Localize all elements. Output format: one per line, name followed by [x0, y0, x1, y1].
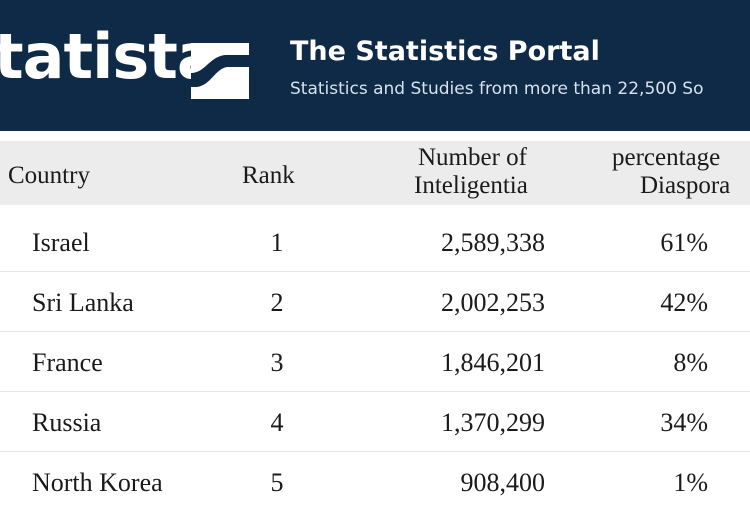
column-header-number-line2: Inteligentia	[414, 172, 528, 199]
cell-country: Israel	[32, 228, 90, 257]
statista-logo-text: tatista	[0, 20, 219, 93]
column-header-rank: Rank	[242, 162, 295, 189]
cell-country: Sri Lanka	[32, 288, 134, 317]
portal-subtitle: Statistics and Studies from more than 22…	[290, 79, 704, 99]
site-header: tatista The Statistics Portal Statistics…	[0, 0, 750, 131]
table-header-row: Country Rank Number of Inteligentia perc…	[0, 141, 750, 205]
cell-number: 1,370,299	[441, 408, 545, 437]
table-row: Israel 1 2,589,338 61%	[0, 211, 750, 272]
column-header-percentage-line1: percentage	[612, 144, 721, 171]
cell-percentage: 61%	[660, 228, 708, 257]
cell-number: 2,589,338	[441, 228, 545, 257]
cell-number: 1,846,201	[441, 348, 545, 377]
cell-percentage: 42%	[660, 288, 708, 317]
column-header-country: Country	[8, 162, 90, 189]
column-header-number-line1: Number of	[418, 144, 527, 171]
cell-number: 908,400	[460, 468, 546, 497]
cell-rank: 4	[270, 408, 284, 437]
cell-percentage: 34%	[660, 408, 708, 437]
table-row: France 3 1,846,201 8%	[0, 331, 750, 392]
table-row: North Korea 5 908,400 1%	[0, 451, 750, 511]
cell-rank: 2	[270, 288, 284, 317]
column-header-percentage-line2: Diaspora	[640, 172, 731, 199]
cell-percentage: 1%	[673, 468, 708, 497]
cell-number: 2,002,253	[441, 288, 545, 317]
cell-rank: 1	[270, 228, 284, 257]
portal-title: The Statistics Portal	[290, 36, 600, 67]
table-row: Russia 4 1,370,299 34%	[0, 391, 750, 452]
statista-logo-icon	[191, 43, 249, 99]
table-row: Sri Lanka 2 2,002,253 42%	[0, 271, 750, 332]
cell-rank: 5	[270, 468, 284, 497]
data-table: Country Rank Number of Inteligentia perc…	[0, 131, 750, 521]
cell-rank: 3	[270, 348, 284, 377]
cell-country: France	[32, 348, 103, 377]
cell-percentage: 8%	[673, 348, 708, 377]
cell-country: North Korea	[32, 468, 163, 497]
cell-country: Russia	[32, 408, 102, 437]
